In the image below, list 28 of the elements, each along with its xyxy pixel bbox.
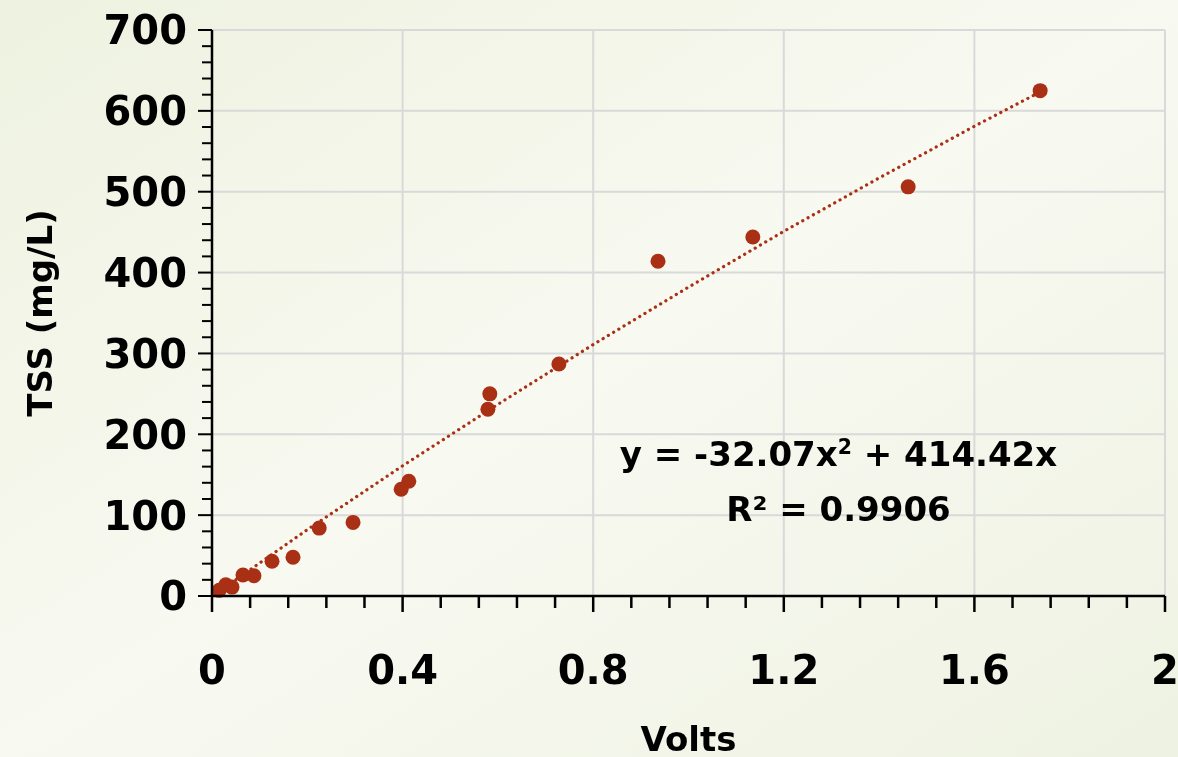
point bbox=[311, 520, 327, 536]
point bbox=[285, 549, 301, 565]
y-tick-label: 100 bbox=[103, 492, 187, 539]
point bbox=[401, 473, 417, 489]
x-tick-label: 2 bbox=[1151, 647, 1178, 693]
y-tick-label: 600 bbox=[103, 88, 187, 135]
point bbox=[900, 179, 916, 195]
x-tick-label: 0.4 bbox=[367, 647, 439, 693]
point bbox=[650, 253, 666, 269]
x-tick-label: 0 bbox=[198, 647, 226, 693]
y-tick-label: 400 bbox=[103, 249, 187, 296]
y-tick-label: 0 bbox=[159, 573, 187, 620]
x-tick-label: 1.2 bbox=[748, 647, 820, 693]
point bbox=[246, 568, 262, 584]
annotation: y = -32.07x$^{2}$ + 414.42x bbox=[619, 434, 1058, 474]
point bbox=[745, 229, 761, 245]
x-tick-label: 1.6 bbox=[938, 647, 1010, 693]
y-tick-label: 700 bbox=[103, 7, 187, 54]
y-tick-label: 200 bbox=[103, 411, 187, 458]
annotation: R² = 0.9906 bbox=[726, 489, 951, 529]
x-axis-title: Volts bbox=[640, 719, 737, 757]
y-axis-title: TSS (mg/L) bbox=[20, 209, 60, 417]
point bbox=[345, 514, 361, 530]
point bbox=[1032, 83, 1048, 99]
y-tick-label: 300 bbox=[103, 330, 187, 377]
x-tick-label: 0.8 bbox=[557, 647, 629, 693]
point bbox=[482, 386, 498, 402]
y-tick-label: 500 bbox=[103, 169, 187, 216]
